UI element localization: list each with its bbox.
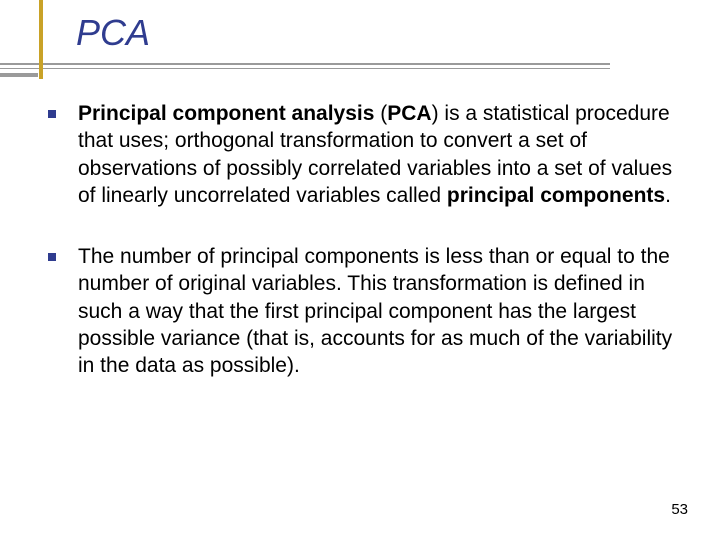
bullet-text: The number of principal components is le… (78, 243, 680, 379)
text-segment: The number of principal components is le… (78, 245, 672, 377)
bullet-square-icon (48, 253, 56, 261)
text-segment: ( (374, 102, 387, 125)
content-area: Principal component analysis (PCA) is a … (48, 100, 680, 414)
accent-vertical-bar (39, 0, 43, 79)
text-segment: Principal component analysis (78, 102, 374, 125)
slide: PCA Principal component analysis (PCA) i… (0, 0, 720, 540)
slide-title: PCA (76, 12, 150, 54)
bullet-text: Principal component analysis (PCA) is a … (78, 100, 680, 209)
bullet-item: The number of principal components is le… (48, 243, 680, 379)
text-segment: principal components (447, 184, 665, 207)
rule-line-thick (0, 73, 38, 77)
bullet-square-icon (48, 110, 56, 118)
page-number: 53 (671, 501, 688, 518)
text-segment: PCA (387, 102, 431, 125)
bullet-item: Principal component analysis (PCA) is a … (48, 100, 680, 209)
text-segment: . (665, 184, 671, 207)
rule-line-upper (0, 63, 610, 65)
rule-line-thin (0, 68, 610, 69)
title-area: PCA (0, 0, 720, 86)
